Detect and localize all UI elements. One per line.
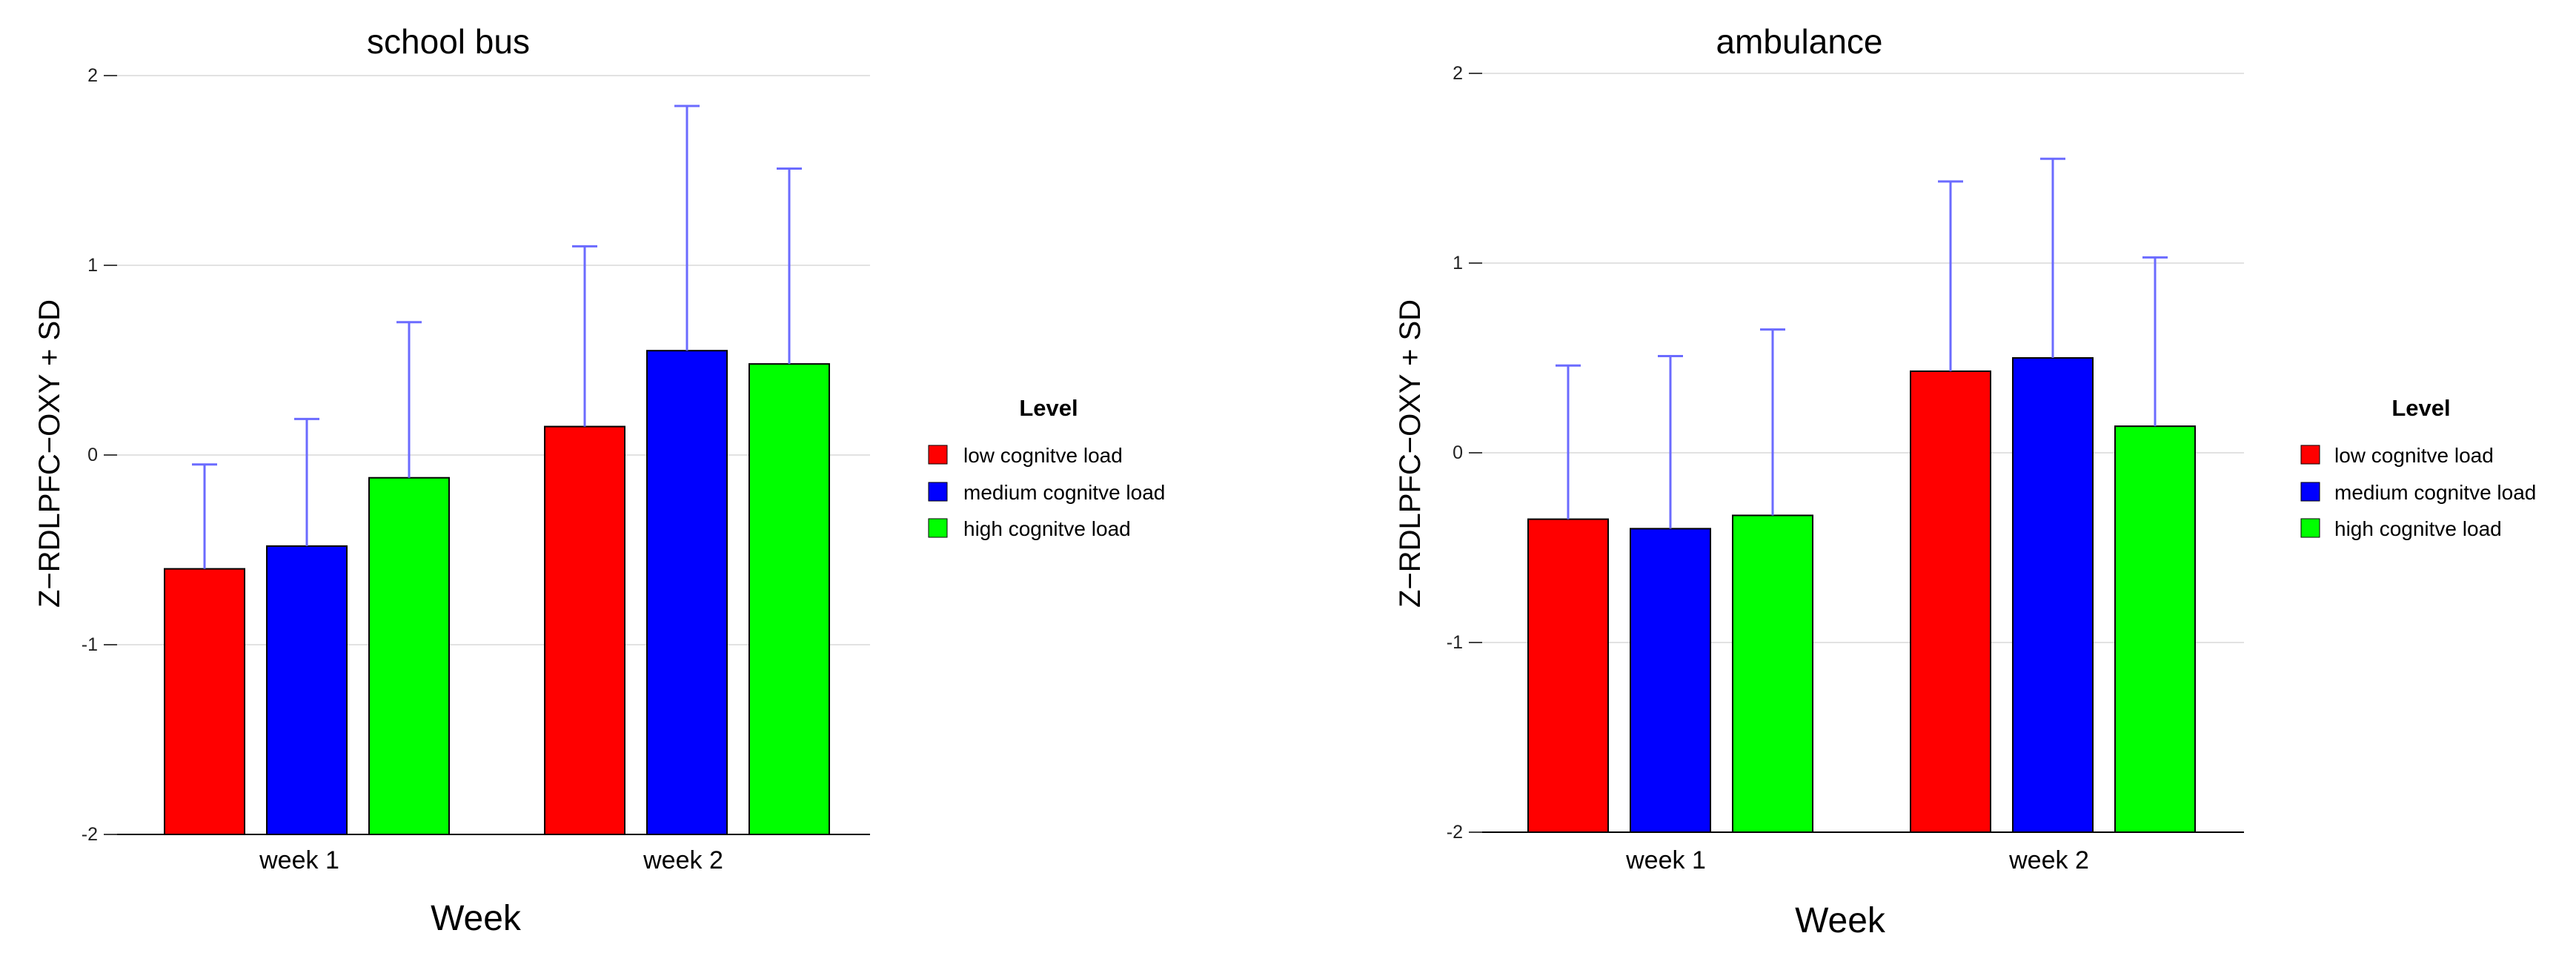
bar	[646, 350, 728, 835]
x-tick-label: week 2	[643, 846, 723, 874]
x-tick-label: week 1	[259, 846, 339, 874]
y-tick-label: 2	[87, 65, 98, 86]
x-axis-label: Week	[1795, 901, 1886, 940]
bar	[1910, 370, 1991, 834]
y-tick-label: -2	[82, 824, 98, 845]
bar	[368, 476, 450, 835]
y-tick-label: 0	[1453, 442, 1463, 463]
bar	[164, 568, 245, 835]
x-tick-label: week 1	[1625, 846, 1706, 874]
legend-swatch-low	[928, 445, 948, 465]
y-tick-label: 0	[87, 445, 98, 465]
y-tick-label: 1	[1453, 253, 1463, 273]
x-axis: week 1 week 2	[1482, 831, 2244, 874]
bar	[544, 425, 625, 835]
bar	[2012, 357, 2094, 833]
legend-label-high: high cognitve load	[2334, 517, 2502, 540]
legend: Level low cognitve load medium cognitve …	[928, 395, 1165, 540]
legend-swatch-high	[2300, 518, 2320, 538]
chart-panel-school-bus: school bus Z−RDLPFC−OXY + SD 2 1 0 -1 -2…	[33, 22, 1165, 938]
y-tick-label: 2	[1453, 63, 1463, 84]
y-tick-label: -2	[1447, 822, 1463, 843]
legend-swatch-high	[928, 518, 948, 538]
legend-swatch-medium	[928, 482, 948, 502]
legend-swatch-low	[2300, 445, 2320, 465]
y-tick-label: -1	[1447, 632, 1463, 653]
x-axis: week 1 week 2	[117, 834, 870, 874]
bar	[1527, 518, 1609, 833]
legend-title: Level	[1019, 395, 1078, 421]
y-tick-labels: 2 1 0 -1 -2	[82, 65, 98, 845]
chart-title: school bus	[367, 22, 530, 61]
legend-label-low: low cognitve load	[963, 444, 1123, 467]
bar	[2114, 425, 2196, 833]
bars	[1527, 157, 2196, 834]
legend: Level low cognitve load medium cognitve …	[2300, 395, 2536, 540]
y-axis-label: Z−RDLPFC−OXY + SD	[1394, 299, 1427, 608]
legend-swatch-medium	[2300, 482, 2320, 502]
legend-title: Level	[2391, 395, 2450, 421]
legend-label-low: low cognitve load	[2334, 444, 2494, 467]
x-axis-label: Week	[431, 899, 522, 938]
legend-label-high: high cognitve load	[963, 517, 1131, 540]
y-tick-labels: 2 1 0 -1 -2	[1447, 63, 1463, 843]
y-axis-label: Z−RDLPFC−OXY + SD	[33, 299, 66, 608]
bar	[1732, 514, 1813, 833]
bar	[266, 545, 348, 835]
bar	[748, 363, 830, 835]
legend-label-medium: medium cognitve load	[2334, 481, 2536, 504]
x-tick-label: week 2	[2008, 846, 2089, 874]
legend-label-medium: medium cognitve load	[963, 481, 1165, 504]
y-tick-label: 1	[87, 255, 98, 276]
chart-panel-ambulance: ambulance Z−RDLPFC−OXY + SD 2 1 0 -1 -2 …	[1394, 22, 2536, 940]
y-tick-label: -1	[82, 634, 98, 655]
chart-title: ambulance	[1716, 22, 1882, 61]
bar	[1630, 528, 1711, 834]
bars	[164, 104, 830, 835]
